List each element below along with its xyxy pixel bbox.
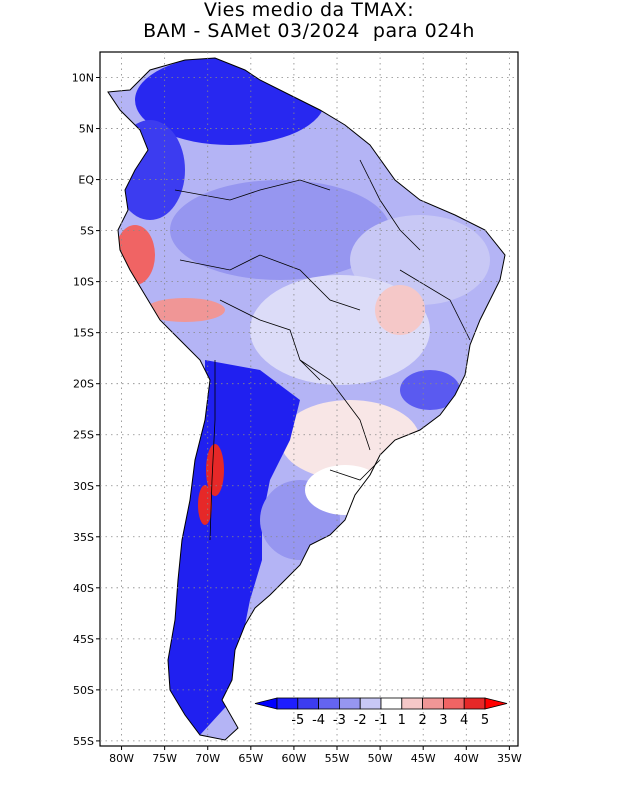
country-borders [174,159,471,541]
bias-andes-chile-2 [198,485,212,525]
lon-tick-label: 60W [281,752,306,765]
colorbar-label: 2 [418,713,426,728]
colorbar-swatch [338,697,361,710]
lat-tick-label: 10S [73,276,94,289]
lat-tick-label: 45S [73,633,94,646]
colorbar-label: -4 [312,713,325,728]
lat-tick-label: 5S [80,225,94,238]
colorbar-swatch [442,697,465,710]
bias-amazon [170,180,390,280]
colorbar-label: -5 [291,713,304,728]
colorbar: -5 -4 -3 -2 -1 1 2 3 4 5 [254,697,508,728]
border-1 [174,179,331,201]
lon-tick-label: 80W [109,752,134,765]
border-8 [329,459,381,481]
map-title: Vies medio da TMAX: BAM - SAMet 03/2024 … [0,0,618,42]
bias-southeast [400,370,460,410]
axis-ticks: 10N 5N EQ 5S 10S 15S 20S 25S 30S 35S 40S 45S 50S 55S 8… [72,72,522,765]
lat-tick-label: 10N [72,72,94,85]
lat-tick-label: 35S [73,531,94,544]
lat-tick-label: 5N [79,123,94,136]
colorbar-swatch [463,697,486,710]
colorbar-label: 3 [439,713,447,728]
border-3 [219,299,321,381]
colorbar-over-arrow [484,697,508,710]
border-6 [359,159,421,251]
colorbar-swatch [297,697,319,710]
bias-andes-chile-1 [206,444,224,496]
border-7 [399,269,471,341]
lon-tick-label: 45W [411,752,436,765]
lat-tick-label: 25S [73,429,94,442]
bias-positive-central [375,285,425,335]
lon-tick-label: 50W [368,752,393,765]
lat-tick-label: 50S [73,684,94,697]
colorbar-label: 1 [398,713,406,728]
colorbar-swatch [380,697,403,710]
colorbar-swatch [401,697,423,710]
lat-tick-label: 20S [73,378,94,391]
colorbar-swatch [359,697,382,710]
lon-tick-label: 35W [497,752,522,765]
title-line-1: Vies medio da TMAX: [203,0,415,21]
lat-tick-label: 15S [73,327,94,340]
colorbar-swatch [422,697,444,710]
colorbar-label: -3 [333,713,346,728]
border-5 [209,360,216,541]
title-line-2: BAM - SAMet 03/2024 para 024h [143,20,475,42]
grid-lines [100,52,518,746]
lat-tick-label: EQ [78,174,94,187]
lon-tick-label: 70W [195,752,220,765]
bias-southern-strong [168,360,300,735]
lat-tick-label: 40S [73,582,94,595]
border-2 [179,254,361,311]
lat-tick-label: 30S [73,480,94,493]
lon-tick-label: 40W [454,752,479,765]
colorbar-label: -1 [375,713,388,728]
lon-tick-label: 55W [325,752,350,765]
lat-tick-label: 55S [73,735,94,748]
colorbar-label: 4 [460,713,468,728]
colorbar-swatch [318,697,340,710]
colorbar-label: -2 [354,713,367,728]
colorbar-label: 5 [481,713,489,728]
colorbar-swatch [276,697,299,710]
lon-tick-label: 75W [152,752,177,765]
lon-tick-label: 65W [238,752,263,765]
